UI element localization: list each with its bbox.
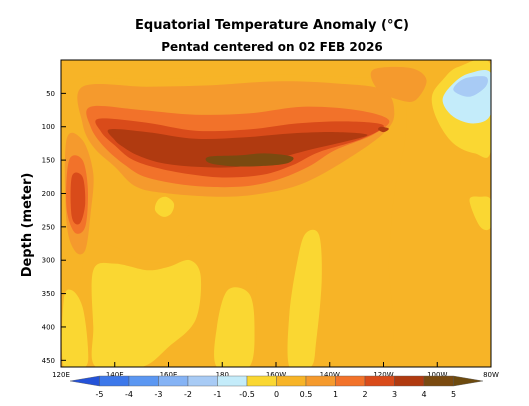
colorbar-swatch	[394, 375, 425, 387]
anomaly-contours	[61, 60, 491, 367]
y-tick-label: 400	[42, 323, 55, 331]
y-tick-label: 100	[42, 123, 55, 131]
contour-region-10	[205, 153, 294, 167]
x-tick-label: 140W	[320, 371, 340, 379]
colorbar-swatch	[423, 375, 454, 387]
colorbar-label: 5	[451, 390, 456, 399]
colorbar-swatch	[158, 375, 189, 387]
y-tick-label: 350	[42, 290, 55, 298]
colorbar-label: -1	[214, 390, 222, 399]
x-tick-label: 180	[216, 371, 229, 379]
y-tick-label: 50	[46, 90, 55, 98]
contour-region-12	[91, 259, 202, 367]
y-axis-label: Depth (meter)	[20, 173, 35, 278]
colorbar-label: -0.5	[239, 390, 255, 399]
contour-region-18	[453, 76, 488, 97]
contour-region-14	[287, 229, 322, 367]
x-tick-label: 120E	[52, 371, 70, 379]
x-tick-label: 120W	[373, 371, 393, 379]
colorbar-swatch	[364, 375, 395, 387]
contour-region-7	[70, 172, 86, 225]
x-axis: 120E 140E 160E 180 160W 140W 120W 100W 80W	[52, 362, 499, 379]
colorbar-label: 0	[274, 390, 279, 399]
x-tick-label: 160E	[160, 371, 178, 379]
x-tick-label: 140E	[106, 371, 124, 379]
contour-region-8	[107, 129, 368, 168]
colorbar-label: -5	[96, 390, 104, 399]
colorbar-label: 2	[362, 390, 367, 399]
y-tick-label: 450	[42, 357, 55, 365]
colorbar-label: 1	[333, 390, 338, 399]
colorbar-swatch	[128, 375, 159, 387]
chart-title: Equatorial Temperature Anomaly (°C)	[135, 18, 409, 33]
contour-region-13	[214, 287, 255, 367]
colorbar-swatch	[217, 375, 248, 387]
colorbar-swatch	[187, 375, 218, 387]
y-tick-label: 150	[42, 157, 55, 165]
colorbar: -5 -4 -3 -2 -1 -0.5 0 0.5 1 2 3 4 5	[69, 375, 484, 399]
colorbar-swatch	[453, 375, 484, 387]
contour-region-19	[469, 196, 491, 231]
x-tick-label: 80W	[483, 371, 499, 379]
colorbar-label: 4	[421, 390, 426, 399]
colorbar-label: -3	[155, 390, 163, 399]
y-axis: 50 100 150 200 250 300 350 400 450	[42, 90, 66, 365]
colorbar-label: -4	[125, 390, 133, 399]
colorbar-swatch	[305, 375, 336, 387]
y-tick-label: 300	[42, 257, 55, 265]
plot-area	[60, 59, 492, 368]
colorbar-label: 0.5	[300, 390, 313, 399]
x-tick-label: 100W	[427, 371, 447, 379]
colorbar-swatch	[69, 375, 100, 387]
chart-subtitle: Pentad centered on 02 FEB 2026	[161, 40, 383, 54]
x-tick-label: 160W	[266, 371, 286, 379]
colorbar-swatch	[335, 375, 366, 387]
contour-region-11	[61, 289, 89, 367]
colorbar-label: -2	[184, 390, 192, 399]
y-tick-label: 200	[42, 190, 55, 198]
contour-region-9	[378, 126, 389, 133]
colorbar-swatch	[246, 375, 277, 387]
y-tick-label: 250	[42, 223, 55, 231]
contour-region-3	[370, 66, 427, 102]
colorbar-label: 3	[392, 390, 397, 399]
colorbar-swatch	[99, 375, 130, 387]
colorbar-swatch	[276, 375, 307, 387]
contour-region-15	[154, 196, 175, 217]
